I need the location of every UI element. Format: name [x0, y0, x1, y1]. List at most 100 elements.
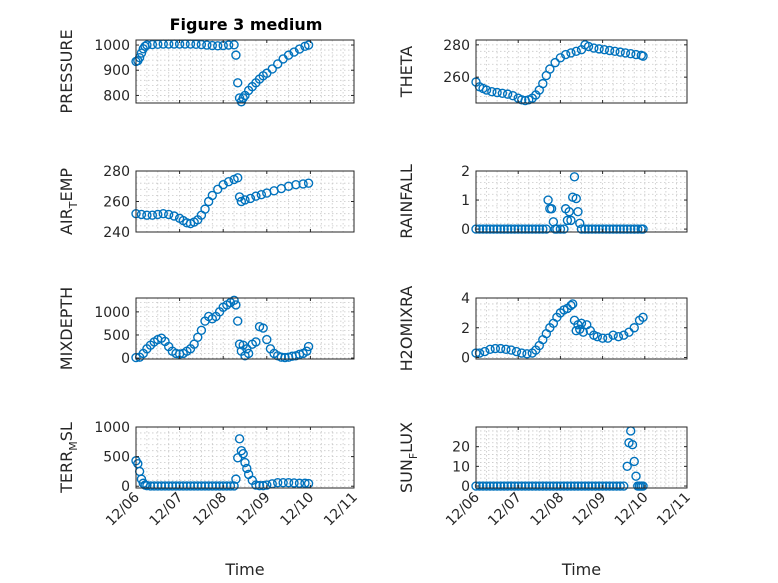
data-point — [153, 209, 163, 220]
data-point — [589, 43, 599, 53]
y-tick-label: 0 — [121, 479, 130, 495]
x-tick-label: 12/10 — [612, 490, 652, 530]
data-point — [490, 343, 501, 354]
data-point — [560, 49, 571, 60]
data-point — [289, 478, 299, 488]
data-point — [485, 224, 495, 234]
data-point — [478, 481, 488, 491]
data-point — [233, 173, 243, 183]
y-tick-label: 1000 — [94, 38, 130, 54]
data-point — [638, 312, 648, 323]
data-point — [534, 224, 544, 234]
axes-frame — [475, 39, 688, 104]
data-point — [583, 481, 594, 491]
data-point — [569, 481, 580, 491]
x-axis-label: Time — [224, 560, 264, 579]
data-point — [485, 344, 495, 355]
data-point — [627, 440, 638, 450]
data-point — [229, 481, 239, 491]
data-point — [608, 224, 618, 234]
data-point — [502, 224, 513, 234]
data-point — [174, 481, 185, 491]
x-tick-label: 12/06 — [443, 489, 483, 529]
data-point — [225, 481, 236, 491]
data-point — [615, 224, 625, 234]
data-point — [538, 481, 548, 491]
data-point — [615, 481, 625, 491]
subplot-air-temp: 240 260 280 AIRTEMP — [57, 164, 355, 241]
data-point — [495, 343, 506, 354]
data-point — [488, 481, 499, 491]
data-point — [502, 89, 513, 99]
data-point — [488, 224, 499, 234]
data-point — [142, 480, 152, 491]
data-point — [575, 218, 585, 228]
data-point — [531, 224, 541, 234]
data-point — [229, 295, 239, 306]
data-point — [604, 224, 615, 234]
data-point — [276, 352, 287, 362]
data-point — [548, 481, 559, 491]
data-point — [622, 461, 632, 472]
data-point — [576, 224, 587, 234]
y-tick-label: 0 — [461, 479, 470, 495]
data-point — [251, 337, 261, 347]
x-tick-label: 12/07 — [147, 490, 187, 530]
data-point — [568, 299, 578, 309]
data-point — [619, 224, 629, 234]
y-axis-label: MIXDEPTH — [57, 287, 76, 370]
data-point — [619, 330, 629, 340]
x-tick-label: 12/09 — [234, 490, 274, 530]
x-tick-label: 12/07 — [485, 490, 525, 530]
data-point — [543, 195, 553, 205]
data-point — [231, 50, 241, 60]
data-point — [583, 224, 594, 234]
data-point — [524, 481, 534, 491]
data-point — [251, 480, 261, 490]
data-point — [242, 463, 252, 474]
data-point — [527, 481, 537, 491]
data-point — [615, 47, 625, 57]
data-point — [597, 333, 608, 343]
y-axis-label: SUNFLUX — [397, 422, 420, 493]
y-tick-label: 1 — [461, 193, 470, 209]
data-point — [604, 481, 615, 491]
data-point — [145, 481, 156, 491]
y-tick-label: 2 — [461, 321, 470, 337]
y-tick-label: 500 — [103, 328, 130, 344]
data-point — [273, 59, 283, 69]
data-point — [213, 41, 223, 51]
data-point — [545, 481, 555, 491]
data-point — [142, 210, 152, 220]
data-point — [531, 481, 541, 491]
data-point — [619, 481, 629, 491]
subplot-theta: 260 280 THETA — [397, 38, 688, 106]
data-point — [196, 39, 207, 50]
x-tick-label: 12/10 — [277, 490, 317, 530]
data-point — [576, 481, 587, 491]
x-axis-label: Time — [561, 560, 601, 579]
data-point — [631, 471, 641, 481]
y-axis-label: RAINFALL — [397, 164, 416, 239]
data-point — [231, 300, 241, 310]
y-tick-label: 240 — [103, 225, 130, 241]
axes-frame — [475, 426, 688, 489]
data-point — [566, 215, 576, 226]
data-point — [508, 91, 518, 101]
data-point — [620, 48, 631, 58]
y-tick-label: 10 — [452, 459, 470, 475]
data-point — [136, 209, 147, 220]
data-point — [256, 189, 267, 200]
data-point — [238, 448, 248, 459]
data-point — [629, 224, 639, 234]
data-point — [196, 481, 207, 491]
data-point — [522, 349, 532, 359]
data-point — [147, 210, 158, 220]
data-point — [517, 348, 527, 358]
data-point — [517, 95, 527, 105]
data-point — [520, 481, 530, 491]
data-point — [629, 323, 639, 333]
data-point — [626, 49, 636, 59]
data-point — [506, 224, 516, 234]
data-point — [480, 346, 490, 357]
